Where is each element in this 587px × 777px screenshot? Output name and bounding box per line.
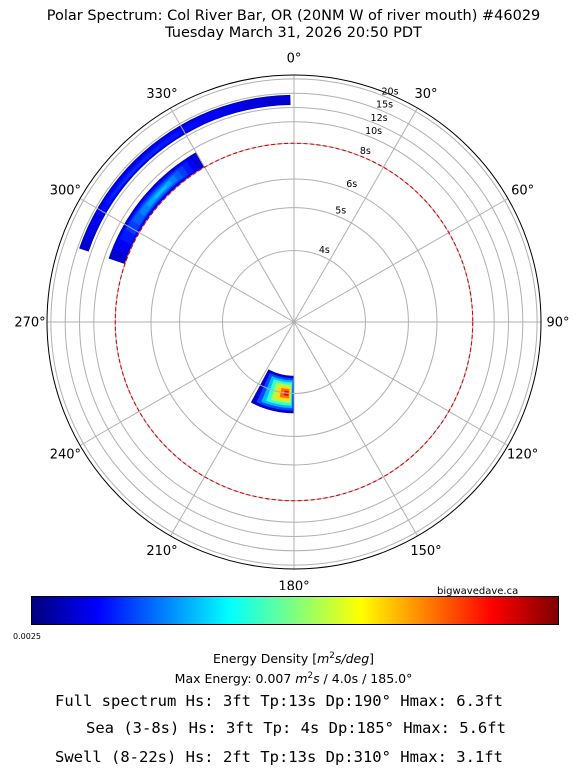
colorbar-min-label: 0.0025 [13,632,41,641]
angular-gridline [79,198,295,323]
angle-tick-label: 150° [410,544,441,559]
angular-gridline [293,321,509,446]
angle-tick-label: 270° [14,316,45,331]
period-tick-label: 12s [371,113,388,124]
max-energy-text: Max Energy: 0.007 m2s / 4.0s / 185.0° [174,671,413,687]
period-tick-label: 10s [365,126,382,137]
period-tick-label: 4s [319,245,330,256]
energy-contour-band [118,162,142,189]
angle-tick-label: 0° [287,52,302,67]
angle-tick-label: 330° [146,87,177,102]
colorbar-axis-label: Energy Density [m2s/deg] [212,651,375,667]
period-tick-label: 6s [346,179,357,190]
angular-gridline [170,321,295,537]
energy-contours [79,94,295,414]
angle-tick-label: 210° [146,544,177,559]
polar-frame [46,74,542,570]
polar-grid [46,74,542,570]
credit-text: bigwavedave.ca [437,586,519,597]
colorbar-gradient [31,596,559,625]
chart-title: Polar Spectrum: Col River Bar, OR (20NM … [46,8,541,24]
axis-labels: 0° 30° 60° 90° 120° 150° 180° 210° 240° 270° 300° 3… [14,52,569,591]
angular-gridline [79,321,295,446]
angle-tick-label: 90° [546,316,569,331]
sea-swell-boundary [114,142,474,502]
sea-stats: Sea (3-8s) Hs: 3ft Tp: 4s Dp:185° Hmax: … [86,719,506,737]
period-tick-label: 5s [335,205,346,216]
angle-tick-label: 300° [50,184,81,199]
angle-tick-label: 240° [50,448,81,463]
period-tick-label: 20s [382,86,399,97]
angle-tick-label: 120° [507,448,538,463]
angle-tick-label: 30° [414,87,437,102]
angular-gridline [293,107,418,323]
period-tick-label: 15s [376,100,393,111]
energy-contour-band [105,132,180,206]
energy-contour-band [111,146,160,197]
full-spectrum-stats: Full spectrum Hs: 3ft Tp:13s Dp:190° Hma… [55,692,503,710]
period-tick-label: 8s [360,146,371,157]
angle-tick-label: 60° [511,184,534,199]
polar-spectrum-plot: 0° 30° 60° 90° 120° 150° 180° 210° 240° 270° 300° 3… [14,52,569,591]
angular-gridline [293,198,509,323]
colorbar [31,596,559,625]
angle-tick-label: 180° [278,580,309,591]
swell-stats: Swell (8-22s) Hs: 2ft Tp:13s Dp:310° Hma… [55,748,503,766]
energy-contour-band [154,185,168,199]
energy-contour-band [99,120,200,215]
angular-gridline [170,107,295,323]
chart-subtitle: Tuesday March 31, 2026 20:50 PDT [165,25,422,41]
angular-gridline [293,321,418,537]
